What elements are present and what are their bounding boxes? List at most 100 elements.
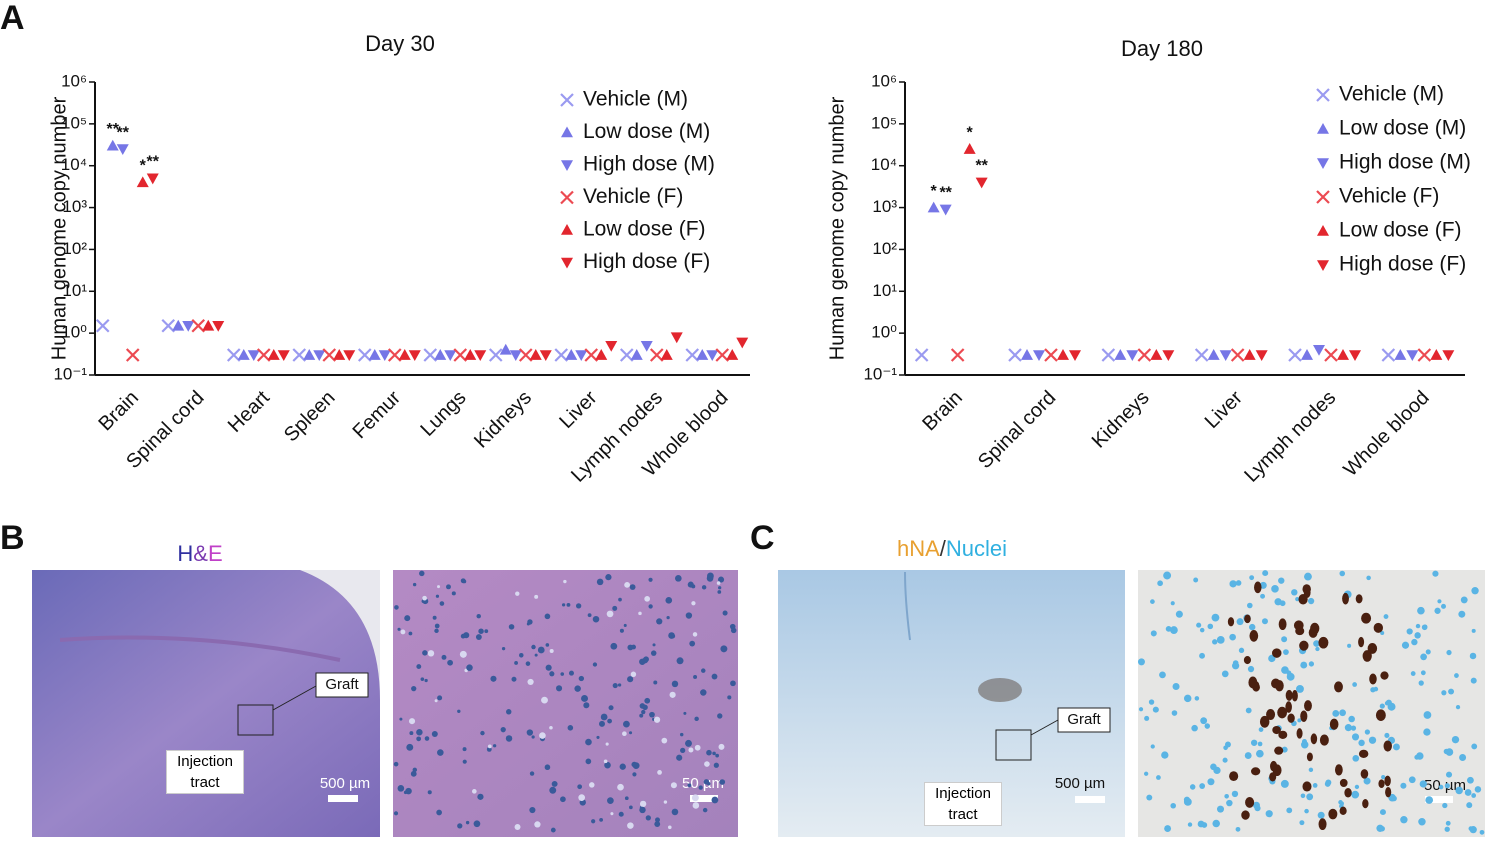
data-point bbox=[1301, 349, 1313, 360]
cell bbox=[1351, 733, 1360, 741]
image-panel-c: hNA/Nuclei Graft Injection tract 500 µm … bbox=[778, 536, 1485, 837]
cell bbox=[1150, 630, 1157, 637]
cell bbox=[631, 761, 637, 768]
x-tick-label: Heart bbox=[224, 386, 274, 436]
data-point bbox=[726, 349, 739, 360]
data-point bbox=[106, 139, 119, 151]
cell bbox=[531, 644, 536, 650]
cell bbox=[1150, 599, 1155, 605]
cell bbox=[711, 673, 718, 680]
cell bbox=[687, 783, 692, 788]
cell bbox=[486, 746, 492, 752]
cell bbox=[1414, 754, 1420, 760]
cell bbox=[639, 806, 646, 814]
legend-label: Vehicle (M) bbox=[1339, 83, 1444, 106]
data-point bbox=[1101, 348, 1116, 362]
human-nucleus bbox=[1373, 622, 1383, 633]
cell bbox=[526, 622, 530, 626]
cell bbox=[416, 729, 423, 736]
cell bbox=[549, 649, 554, 654]
cell bbox=[716, 581, 721, 585]
cell bbox=[1445, 820, 1451, 826]
data-point bbox=[1207, 349, 1220, 360]
cell bbox=[1408, 776, 1416, 784]
cell bbox=[671, 680, 679, 688]
cell bbox=[511, 676, 517, 682]
human-nucleus bbox=[1334, 764, 1343, 776]
cell bbox=[1299, 820, 1305, 826]
cell bbox=[416, 664, 422, 670]
legend-label: Low dose (M) bbox=[583, 120, 710, 143]
human-nucleus bbox=[1266, 709, 1276, 721]
y-tick-label: 10⁰ bbox=[61, 323, 87, 342]
cell bbox=[1385, 699, 1392, 706]
cell bbox=[676, 657, 684, 665]
cell bbox=[405, 787, 412, 795]
cell bbox=[685, 612, 693, 619]
cell bbox=[645, 815, 651, 821]
data-point bbox=[1114, 349, 1127, 360]
cell bbox=[669, 691, 676, 698]
y-tick-label: 10⁻¹ bbox=[53, 364, 87, 383]
cell bbox=[665, 596, 673, 604]
cell bbox=[1418, 680, 1424, 686]
cell bbox=[1194, 696, 1200, 701]
cell bbox=[693, 674, 698, 679]
data-point bbox=[1288, 348, 1302, 362]
cell bbox=[1199, 783, 1206, 789]
cell bbox=[460, 633, 466, 639]
cell bbox=[1250, 739, 1258, 746]
cell bbox=[1148, 699, 1155, 705]
legend-label: Low dose (M) bbox=[1339, 117, 1466, 140]
cell bbox=[1156, 775, 1161, 780]
cell bbox=[1137, 658, 1145, 666]
human-nucleus bbox=[1299, 640, 1309, 651]
cell bbox=[1157, 580, 1163, 587]
cell bbox=[644, 595, 651, 602]
cell bbox=[702, 807, 708, 813]
data-point bbox=[1243, 349, 1256, 360]
cell bbox=[1204, 723, 1211, 729]
cell bbox=[1236, 618, 1244, 626]
cell bbox=[1224, 793, 1229, 799]
cell bbox=[541, 696, 548, 704]
cell bbox=[587, 613, 592, 618]
cell bbox=[578, 794, 586, 801]
cell bbox=[599, 817, 603, 822]
data-point bbox=[1381, 348, 1396, 362]
cell bbox=[578, 675, 585, 682]
cell bbox=[1261, 618, 1268, 625]
cell bbox=[1254, 805, 1261, 812]
significance: ** bbox=[117, 124, 130, 141]
cell bbox=[1226, 799, 1233, 807]
human-nucleus bbox=[1362, 798, 1369, 809]
cell bbox=[451, 591, 456, 596]
data-point bbox=[95, 318, 110, 333]
cell bbox=[1217, 805, 1225, 813]
cell bbox=[1175, 610, 1183, 618]
cell bbox=[550, 827, 556, 833]
cell bbox=[605, 742, 609, 746]
cell bbox=[419, 570, 425, 577]
human-nucleus bbox=[1254, 581, 1262, 594]
cell bbox=[1479, 829, 1485, 835]
cell bbox=[592, 615, 600, 623]
cell bbox=[712, 751, 716, 756]
cell bbox=[719, 779, 726, 785]
data-point bbox=[1417, 348, 1432, 362]
human-nucleus bbox=[1344, 788, 1352, 798]
cell bbox=[1443, 748, 1450, 755]
data-point bbox=[736, 337, 749, 349]
data-point bbox=[685, 348, 700, 362]
cell bbox=[1383, 614, 1389, 620]
cell bbox=[657, 770, 662, 775]
y-tick-label: 10⁵ bbox=[871, 113, 897, 132]
data-point bbox=[539, 350, 552, 362]
human-nucleus bbox=[1272, 648, 1282, 658]
significance: ** bbox=[939, 185, 952, 202]
data-point bbox=[715, 348, 730, 362]
cell bbox=[666, 616, 670, 620]
cell bbox=[1199, 627, 1205, 633]
cell bbox=[436, 809, 442, 816]
